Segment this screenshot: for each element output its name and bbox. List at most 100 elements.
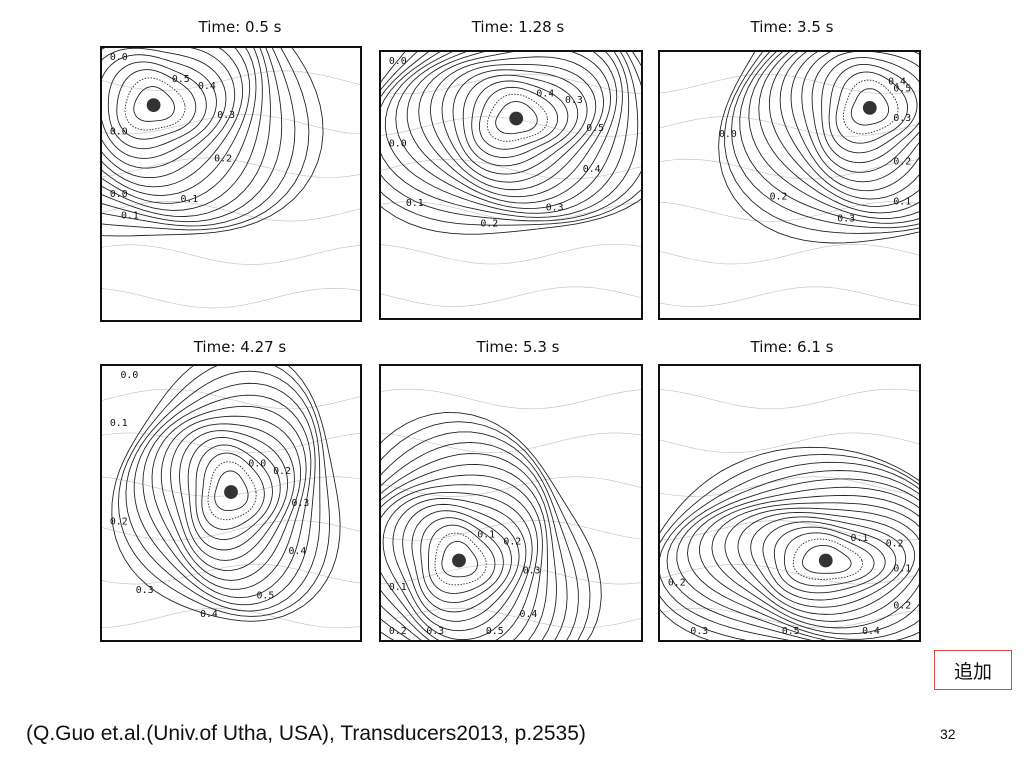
contour-line <box>102 48 244 188</box>
vortex-core-dot <box>818 553 833 568</box>
contour-label: 0.2 <box>110 516 128 527</box>
contour-label: 0.5 <box>486 626 504 637</box>
contour-label: 0.0 <box>389 138 407 149</box>
field-line <box>381 432 641 453</box>
field-line <box>660 73 919 95</box>
field-line <box>660 116 919 137</box>
contour-label: 0.3 <box>690 626 708 637</box>
contour-panel-6: 0.1 0.2 0.1 0.2 0.4 0.5 0.3 0.2 <box>658 364 921 642</box>
panel-title-6: Time: 6.1 s <box>750 338 834 356</box>
contour-line <box>418 52 612 198</box>
field-line <box>381 476 641 497</box>
field-line <box>660 388 919 410</box>
contour-line <box>660 454 919 640</box>
contour-line <box>381 52 641 222</box>
contour-line <box>392 498 527 632</box>
field-line <box>660 607 919 629</box>
panel-title-1: Time: 0.5 s <box>198 18 282 36</box>
contour-label: 0.4 <box>520 609 538 620</box>
contour-line <box>102 48 310 231</box>
contour-label: 0.1 <box>110 418 128 429</box>
field-line <box>660 243 919 265</box>
contour-lines <box>660 388 919 640</box>
contour-line <box>102 48 324 237</box>
contour-line <box>768 52 919 207</box>
contour-line <box>850 88 890 126</box>
contour-plot-6: 0.1 0.2 0.1 0.2 0.4 0.5 0.3 0.2 <box>660 388 919 640</box>
contour-line <box>195 444 273 541</box>
contour-line <box>441 64 597 183</box>
field-line <box>381 286 641 307</box>
contour-label: 0.2 <box>389 626 407 637</box>
contour-panel-4: 0.0 0.2 0.3 0.4 0.5 0.4 0.3 0.2 0.1 0.0 <box>100 364 362 642</box>
contour-label: 0.3 <box>546 203 564 214</box>
contour-line <box>207 461 257 521</box>
contour-line <box>486 93 548 142</box>
contour-label: 0.5 <box>586 123 604 134</box>
contour-line <box>124 77 186 131</box>
contour-label: 0.3 <box>217 110 235 121</box>
contour-plot-2: 0.4 0.3 0.5 0.4 0.3 0.2 0.1 0.0 0.0 <box>381 52 641 307</box>
contour-label: 0.2 <box>668 577 686 588</box>
contour-line <box>142 394 312 599</box>
contour-line <box>428 524 496 594</box>
field-line <box>660 201 919 222</box>
field-line <box>381 158 641 180</box>
contour-label: 0.4 <box>198 81 216 92</box>
field-line <box>102 201 360 222</box>
contour-panel-2: 0.4 0.3 0.5 0.4 0.3 0.2 0.1 0.0 0.0 <box>379 50 643 320</box>
contour-label: 0.2 <box>273 466 291 477</box>
contour-label: 0.4 <box>536 89 554 100</box>
contour-line <box>434 532 487 586</box>
contour-label: 0.4 <box>289 546 307 557</box>
field-line <box>381 607 641 629</box>
contour-line <box>381 421 591 640</box>
contour-line <box>102 48 236 179</box>
added-badge: 追加 <box>934 650 1012 690</box>
contour-line <box>801 52 919 183</box>
contour-line <box>381 52 641 235</box>
contour-line <box>718 52 919 244</box>
contour-line <box>478 86 559 150</box>
contour-line <box>724 507 919 622</box>
contour-label: 0.4 <box>888 77 906 88</box>
contour-line <box>762 521 897 601</box>
contour-label: 0.0 <box>110 52 128 63</box>
contour-label: 0.4 <box>583 164 601 175</box>
field-line <box>102 607 360 629</box>
contour-label: 0.2 <box>886 539 904 550</box>
contour-lines <box>660 52 919 307</box>
contour-line <box>430 56 604 191</box>
contour-line <box>107 61 207 150</box>
vortex-core-dot <box>509 111 524 126</box>
contour-line <box>381 52 641 226</box>
contour-label: 0.2 <box>214 154 232 165</box>
contour-line <box>811 52 919 173</box>
contour-line <box>102 48 271 217</box>
contour-panel-3: 0.4 0.5 0.3 0.2 0.1 0.3 0.2 0.0 <box>658 50 921 320</box>
field-line <box>660 286 919 307</box>
contour-line <box>452 69 588 175</box>
contour-line <box>102 48 263 211</box>
contour-line <box>739 52 919 224</box>
field-line <box>102 287 360 309</box>
contour-label: 0.1 <box>893 197 911 208</box>
contour-line <box>187 436 281 551</box>
contour-line <box>699 494 919 635</box>
field-line <box>102 388 360 410</box>
contour-line <box>748 52 919 219</box>
contour-label: 0.1 <box>389 582 407 593</box>
contour-lines <box>102 366 360 629</box>
contour-plot-4: 0.0 0.2 0.3 0.4 0.5 0.4 0.3 0.2 0.1 0.0 <box>102 366 360 629</box>
contour-line <box>660 461 919 640</box>
contour-line <box>462 74 579 167</box>
contour-label: 0.1 <box>851 533 869 544</box>
contour-line <box>821 57 919 164</box>
contour-label: 0.1 <box>893 563 911 574</box>
field-line <box>660 158 919 180</box>
contour-line <box>711 502 919 629</box>
contour-line <box>381 464 548 640</box>
contour-label: 0.3 <box>837 214 855 225</box>
contour-label: 0.2 <box>503 536 521 547</box>
contour-line <box>731 52 919 229</box>
